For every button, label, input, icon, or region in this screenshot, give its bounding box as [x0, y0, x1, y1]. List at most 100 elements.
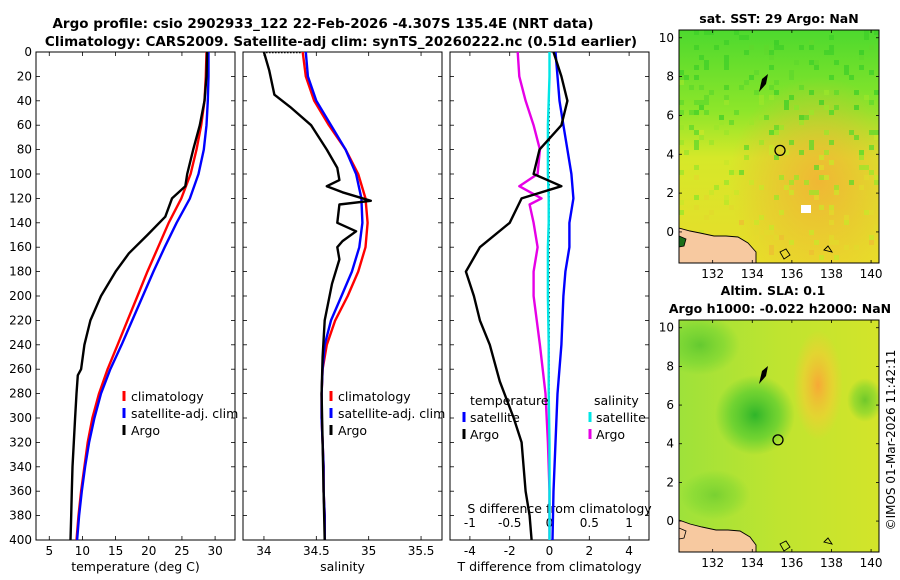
sla-map-panel: Altim. SLA: 0.1 Argo h1000: -0.022 h2000…: [659, 283, 891, 570]
sst-pixel: [869, 145, 874, 150]
sst-pixel: [694, 175, 699, 180]
map-x-tick-label: 138: [820, 556, 843, 570]
sst-pixel: [859, 55, 864, 60]
sst-pixel: [834, 240, 839, 245]
sst-pixel: [869, 70, 874, 75]
sst-pixel: [874, 225, 879, 230]
sst-pixel: [819, 165, 824, 170]
plot-frame: [35, 51, 236, 541]
sst-pixel: [704, 95, 709, 100]
sst-pixel: [869, 170, 874, 175]
map-x-tick-label: 132: [701, 267, 724, 281]
sst-pixel: [759, 115, 764, 120]
sst-pixel: [709, 210, 714, 215]
sst-pixel: [844, 65, 849, 70]
sst-pixel: [749, 75, 754, 80]
sst-pixel: [734, 190, 739, 195]
sst-pixel: [829, 35, 834, 40]
sst-pixel: [854, 245, 859, 250]
sst-pixel: [699, 130, 704, 135]
sst-pixel: [729, 170, 734, 175]
sst-pixel: [689, 85, 694, 90]
sst-pixel: [694, 165, 699, 170]
sla-island-small-2: [779, 540, 791, 552]
sst-pixel: [789, 180, 794, 185]
sst-pixel: [759, 140, 764, 145]
map-y-tick-label: 0: [666, 514, 674, 528]
series-line-satellite-adj-clim: [75, 52, 210, 541]
sst-pixel: [774, 90, 779, 95]
sst-pixel: [724, 195, 729, 200]
sst-pixel: [859, 185, 864, 190]
sst-pixel: [844, 215, 849, 220]
sst-island-left: [679, 235, 687, 248]
sst-pixel: [829, 110, 834, 115]
sst-island-small-3: [823, 245, 834, 253]
sst-pixel: [794, 105, 799, 110]
sst-pixel: [699, 100, 704, 105]
y-tick-label: 220: [9, 313, 32, 327]
sst-pixel: [844, 70, 849, 75]
map-x-tick-label: 136: [780, 267, 803, 281]
sst-pixel: [804, 180, 809, 185]
sst-pixel: [724, 130, 729, 135]
sst-pixel: [859, 65, 864, 70]
sla-island-small-3: [823, 537, 834, 545]
x-tick-label: 35.5: [408, 544, 435, 558]
map-y-tick-label: 2: [666, 475, 674, 489]
map-y-tick-label: 8: [666, 70, 674, 84]
sst-pixel: [694, 30, 699, 35]
sst-pixel: [864, 210, 869, 215]
legend-label: climatology: [338, 389, 411, 404]
sst-pixel: [744, 80, 749, 85]
y-tick-label: 60: [17, 118, 32, 132]
sst-pixel: [789, 75, 794, 80]
sst-pixel: [739, 220, 744, 225]
sst-pixel: [709, 30, 714, 35]
sst-pixel: [769, 130, 774, 135]
y-tick-label: 360: [9, 484, 32, 498]
map-y-tick-label: 10: [659, 321, 674, 335]
sst-pixel: [809, 250, 814, 255]
sst-pixel: [704, 115, 709, 120]
sst-pixel: [824, 50, 829, 55]
sst-pixel: [859, 155, 864, 160]
sst-pixel: [709, 90, 714, 95]
sst-pixel: [844, 245, 849, 250]
sst-pixel: [799, 150, 804, 155]
map-x-tick-label: 140: [860, 267, 883, 281]
sst-pixel: [849, 180, 854, 185]
series-line-s-satellite: [546, 52, 551, 540]
sst-pixel: [854, 105, 859, 110]
sst-pixel: [874, 90, 879, 95]
sst-pixel: [809, 110, 814, 115]
sst-pixel: [769, 245, 774, 250]
sst-pixel: [789, 70, 794, 75]
sla-argo-position-marker: [772, 434, 784, 446]
sst-pixel: [864, 35, 869, 40]
sst-pixel: [829, 160, 834, 165]
sst-pixel: [689, 125, 694, 130]
map-y-tick-label: 10: [659, 31, 674, 45]
difference-profile-panel: -4 -2 0 2 4T difference from climatology -1 -0…: [449, 51, 652, 574]
salinity-profile-panel: 34 34.5 35 35.5 salinity climatology satellite…: [242, 51, 445, 574]
sst-pixel: [869, 210, 874, 215]
sst-pixel: [679, 210, 684, 215]
sst-pixel: [724, 200, 729, 205]
sst-pixel: [864, 95, 869, 100]
sst-pixel: [814, 240, 819, 245]
sst-pixel: [704, 110, 709, 115]
sst-pixel: [744, 145, 749, 150]
sst-pixel: [834, 255, 839, 260]
s-diff-axis-label: S difference from climatology: [467, 501, 652, 516]
y-tick-label: 20: [17, 69, 32, 83]
sst-pixel: [694, 75, 699, 80]
sst-pixel: [874, 30, 879, 35]
sst-pixel: [764, 45, 769, 50]
sst-pixel: [814, 60, 819, 65]
sst-pixel: [799, 45, 804, 50]
sst-pixel: [704, 215, 709, 220]
sst-pixel: [789, 95, 794, 100]
sst-pixel: [854, 135, 859, 140]
sst-pixel: [834, 90, 839, 95]
